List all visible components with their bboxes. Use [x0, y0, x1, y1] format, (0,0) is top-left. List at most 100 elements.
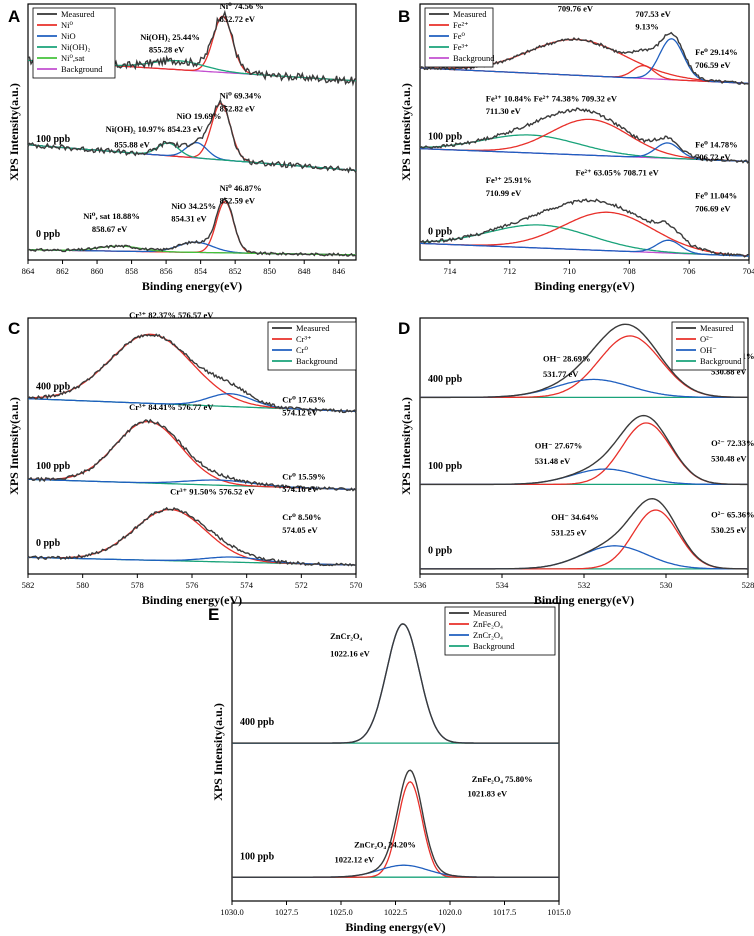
- peak-annotation: 855.88 eV: [114, 139, 150, 149]
- condition-label: 0 ppb: [428, 226, 453, 237]
- condition-100-ppb: 100 ppb: [232, 769, 559, 878]
- x-tick-label: 712: [503, 266, 516, 276]
- condition-label: 400 ppb: [36, 382, 71, 393]
- peak-annotation: 530.25 eV: [711, 525, 747, 535]
- measured-line: [420, 414, 748, 486]
- measured-line: [232, 769, 559, 878]
- peak-annotation: 706.59 eV: [695, 60, 731, 70]
- panel-letter: B: [398, 7, 410, 26]
- peak-annotation: Fe⁰ 14.78%: [695, 139, 737, 149]
- y-axis-title: XPS Intensity(a.u.): [7, 83, 21, 181]
- x-tick-label: 714: [444, 266, 458, 276]
- peak-annotation: Ni⁰ 69.34%: [220, 91, 262, 101]
- legend-item: ZnFe₂O₄: [473, 619, 503, 629]
- peak-annotation: Fe⁰ 11.04%: [695, 191, 737, 201]
- peak-annotation: 706.69 eV: [695, 203, 731, 213]
- peak-annotation: 707.53 eV: [635, 9, 671, 19]
- x-tick-label: 530: [660, 580, 673, 590]
- x-axis-title: Binding energy(eV): [142, 279, 242, 293]
- peak-annotation: 530.48 eV: [711, 453, 747, 463]
- y-axis-title: XPS Intensity(a.u.): [399, 83, 413, 181]
- x-tick-label: 582: [22, 580, 35, 590]
- x-tick-label: 1020.0: [438, 907, 461, 917]
- x-tick-label: 574: [240, 580, 254, 590]
- fit-component-Fe3: [420, 224, 750, 257]
- fit-component-ZnFe2O4: [232, 781, 559, 878]
- legend-item: Fe²⁺: [453, 20, 469, 30]
- x-tick-label: 578: [131, 580, 144, 590]
- fit-component-Cr0: [28, 478, 356, 491]
- legend-item: Ni(OH)₂: [61, 42, 90, 52]
- peak-annotation: 530.88 eV: [711, 366, 747, 376]
- x-tick-label: 532: [578, 580, 591, 590]
- legend-item: Measured: [61, 9, 95, 19]
- condition-100-ppb: 100 ppb: [27, 418, 357, 492]
- peak-annotation: ZnFe₂O₄ 75.80%: [472, 774, 533, 784]
- peak-annotation: Fe²⁺ 61.73%: [558, 0, 604, 1]
- peak-annotation: 854.31 eV: [171, 214, 207, 224]
- peak-annotation: 574.12 eV: [282, 407, 318, 417]
- x-tick-label: 848: [298, 266, 311, 276]
- panel-letter: D: [398, 319, 410, 338]
- peak-annotation: 574.16 eV: [282, 484, 318, 494]
- condition-0-ppb: 0 ppb: [420, 497, 748, 570]
- condition-400-ppb: 400 ppb: [232, 623, 559, 744]
- condition-400-ppb: 400 ppb: [27, 333, 357, 414]
- condition-0-ppb: 0 ppb: [419, 198, 750, 258]
- condition-label: 100 ppb: [240, 851, 275, 862]
- panel-E: E 1030.0 1027.5 1025.0 1022.5 1020.0 1017.5 101…: [208, 602, 571, 934]
- fit-component-OH: [420, 378, 748, 399]
- x-axis-title: Binding energy(eV): [534, 279, 634, 293]
- peak-annotation: Cr⁰ 15.59%: [282, 471, 325, 481]
- x-tick-label: 856: [160, 266, 173, 276]
- peak-annotation: Cr⁰ 17.63%: [282, 394, 325, 404]
- measured-line: [419, 198, 749, 258]
- measured-line: [27, 418, 357, 492]
- legend-item: Cr³⁺: [296, 334, 312, 344]
- x-axis-title: Binding energy(eV): [142, 593, 242, 607]
- legend-item: Background: [453, 53, 495, 63]
- condition-label: 0 ppb: [36, 229, 61, 240]
- peak-annotation: 1021.83 eV: [467, 789, 508, 799]
- peak-annotation: Fe³⁺ 25.91%: [486, 175, 532, 185]
- peak-annotation: 706.72 eV: [695, 152, 731, 162]
- peak-annotation: Fe⁰ 29.14%: [695, 47, 737, 57]
- x-tick-label: 1017.5: [493, 907, 516, 917]
- x-tick-label: 1022.5: [384, 907, 407, 917]
- panel-letter: E: [208, 605, 219, 624]
- legend-box: [671, 321, 745, 371]
- peak-annotation: 855.28 eV: [149, 45, 185, 55]
- x-tick-label: 572: [295, 580, 308, 590]
- peak-annotation: 574.05 eV: [282, 525, 318, 535]
- legend-item: Background: [700, 356, 742, 366]
- measured-line: [420, 497, 748, 570]
- x-tick-label: 536: [414, 580, 427, 590]
- peak-annotation: 711.30 eV: [486, 106, 522, 116]
- legend-item: Ni⁰: [61, 20, 74, 30]
- peak-annotation: 709.76 eV: [558, 4, 594, 14]
- measured-line: [27, 98, 357, 174]
- x-axis-title: Binding energy(eV): [345, 920, 445, 934]
- legend-item: Measured: [453, 9, 487, 19]
- peak-annotation: Cr³⁺ 84.41% 576.77 eV: [129, 402, 214, 412]
- peak-annotation: Cr³⁺ 91.50% 576.52 eV: [170, 487, 255, 497]
- peak-annotation: Ni(OH)₂ 10.97% 854.23 eV: [106, 124, 204, 134]
- condition-label: 400 ppb: [428, 374, 463, 385]
- peak-annotation: Ni(OH)₂ 25.44%: [140, 32, 200, 42]
- condition-100-ppb: 100 ppb: [419, 107, 750, 164]
- x-tick-label: 704: [743, 266, 754, 276]
- measured-line: [420, 323, 748, 399]
- x-tick-label: 708: [623, 266, 636, 276]
- condition-label: 400 ppb: [240, 717, 275, 728]
- condition-0-ppb: 0 ppb: [27, 506, 356, 567]
- peak-annotation: ZnCr₂O₄ 24.20%: [354, 839, 416, 849]
- legend-item: Fe⁰: [453, 31, 466, 41]
- measured-line: [27, 333, 357, 414]
- x-tick-label: 528: [742, 580, 754, 590]
- legend-item: Measured: [473, 608, 507, 618]
- peak-annotation: 531.48 eV: [535, 456, 571, 466]
- peak-annotation: 710.99 eV: [486, 188, 522, 198]
